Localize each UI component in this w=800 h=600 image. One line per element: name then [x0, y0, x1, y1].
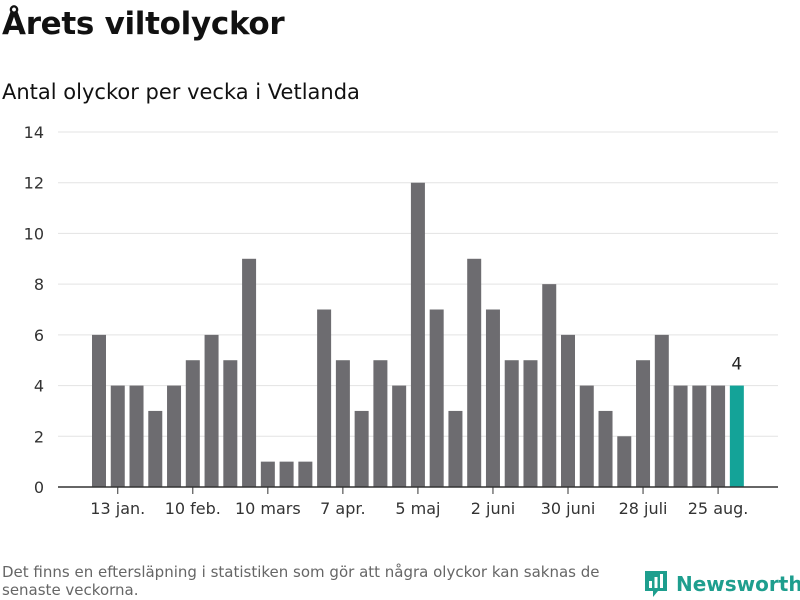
bar [636, 360, 651, 487]
x-tick-label: 10 mars [235, 499, 301, 518]
x-tick-label: 10 feb. [165, 499, 221, 518]
chart-title: Årets viltolyckor [2, 6, 285, 42]
bar [110, 385, 125, 487]
bars [92, 182, 744, 487]
bar [242, 258, 257, 487]
footnote: Det finns en eftersläpning i statistiken… [2, 563, 600, 599]
y-tick-label: 2 [34, 427, 44, 446]
x-tick-label: 30 juni [541, 499, 596, 518]
bar [335, 360, 350, 487]
bar [561, 334, 575, 487]
bar [617, 436, 632, 487]
bar [542, 284, 557, 487]
y-tick-label: 0 [34, 478, 44, 497]
x-tick-label: 28 juli [619, 499, 668, 518]
bar-chart-speech-bubble-icon [645, 571, 667, 597]
bar [373, 360, 388, 487]
y-tick-label: 6 [34, 326, 44, 345]
y-tick-label: 10 [24, 224, 44, 243]
y-tick-label: 14 [24, 123, 44, 142]
bar [448, 410, 463, 487]
bar [317, 309, 332, 487]
x-tick-label: 7 apr. [320, 499, 365, 518]
bar [298, 461, 313, 487]
y-axis-tick-labels: 0 2 4 6 8 10 12 14 [24, 123, 44, 497]
bar [279, 461, 294, 487]
bar [354, 410, 369, 487]
last-bar-data-label: 4 [731, 355, 742, 375]
bar [204, 334, 219, 487]
bar [129, 385, 144, 487]
bar [598, 410, 613, 487]
bar [223, 360, 238, 487]
x-tick-label: 25 aug. [688, 499, 749, 518]
y-tick-label: 4 [34, 377, 44, 396]
bar [92, 334, 106, 487]
bar [410, 182, 425, 487]
bar [467, 258, 482, 487]
bar [485, 309, 500, 487]
bar [167, 385, 182, 487]
bar [523, 360, 538, 487]
bar [429, 309, 444, 487]
bar [711, 385, 726, 487]
bar [504, 360, 519, 487]
x-tick-label: 5 maj [395, 499, 440, 518]
chart-subtitle: Antal olyckor per vecka i Vetlanda [2, 80, 360, 104]
bar-chart: 0 2 4 6 8 10 12 14 13 jan. 10 feb. 10 mars 7 apr. 5… [24, 123, 778, 518]
bar [579, 385, 594, 487]
newsworthy-logo: Newsworthy [644, 570, 800, 598]
y-tick-label: 12 [24, 174, 44, 193]
y-tick-label: 8 [34, 275, 44, 294]
bar [260, 461, 275, 487]
brand-name: Newsworthy [676, 572, 800, 596]
bar-highlight [729, 385, 744, 487]
x-tick-label: 2 juni [471, 499, 515, 518]
bar [148, 410, 163, 487]
bar [692, 385, 707, 487]
bar [654, 334, 669, 487]
bar [185, 360, 200, 487]
bar [392, 385, 407, 487]
bar [673, 385, 688, 487]
x-tick-label: 13 jan. [90, 499, 145, 518]
x-axis-ticks: 13 jan. 10 feb. 10 mars 7 apr. 5 maj 2 juni 30… [90, 487, 748, 518]
